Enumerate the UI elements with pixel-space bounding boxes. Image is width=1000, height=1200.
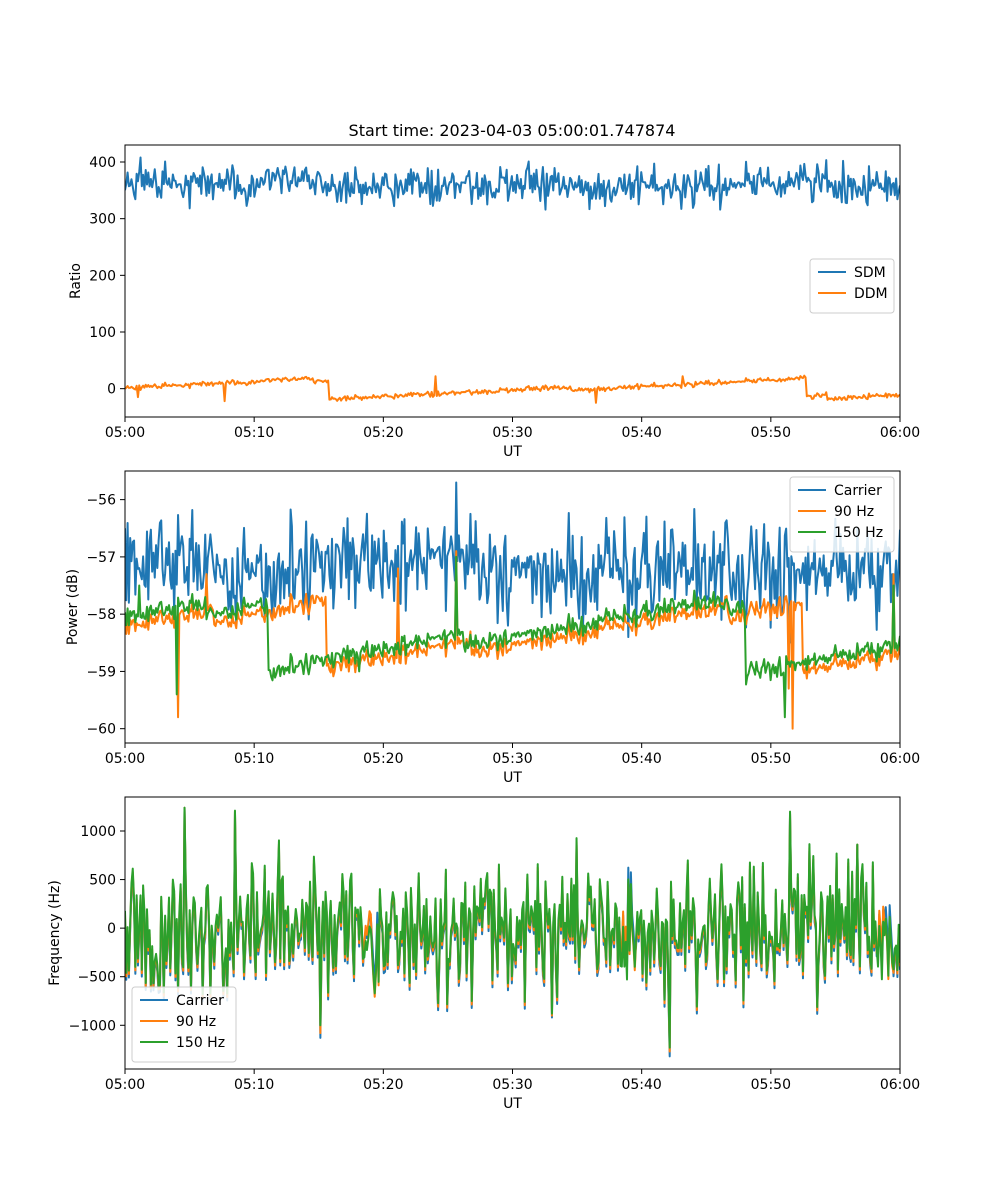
series-line-150-hz xyxy=(125,555,900,719)
y-tick-label: 1000 xyxy=(80,824,116,840)
y-axis-label: Power (dB) xyxy=(65,569,81,645)
legend-entry: Carrier xyxy=(834,483,882,499)
x-tick-label: 05:20 xyxy=(363,1077,403,1093)
x-axis-label: UT xyxy=(503,444,522,460)
x-tick-label: 05:40 xyxy=(621,425,661,441)
legend-entry: 90 Hz xyxy=(176,1014,216,1030)
x-tick-label: 05:30 xyxy=(492,1077,532,1093)
legend: Carrier 90 Hz 150 Hz xyxy=(131,986,237,1063)
x-tick-label: 05:40 xyxy=(621,1077,661,1093)
x-tick-label: 06:00 xyxy=(880,425,920,441)
series-line-90-hz xyxy=(125,550,900,730)
x-tick-label: 05:00 xyxy=(105,1077,145,1093)
y-tick-label: 0 xyxy=(107,921,116,937)
x-tick-label: 05:10 xyxy=(234,751,274,767)
y-tick-label: 100 xyxy=(89,325,116,341)
x-tick-label: 05:40 xyxy=(621,751,661,767)
x-tick-label: 05:00 xyxy=(105,751,145,767)
x-tick-label: 05:50 xyxy=(751,751,791,767)
legend: Carrier 90 Hz 150 Hz xyxy=(789,476,895,553)
legend-entry: 150 Hz xyxy=(834,525,883,541)
x-tick-label: 06:00 xyxy=(880,751,920,767)
chart-panel-3: 05:00 05:10 05:20 05:30 05:40 05:50 06:00 1000 5… xyxy=(47,796,920,1112)
series-line-sdm xyxy=(125,156,900,211)
x-tick-label: 05:30 xyxy=(492,751,532,767)
x-tick-label: 05:50 xyxy=(751,425,791,441)
legend-entry: SDM xyxy=(854,265,886,281)
x-axis-label: UT xyxy=(503,1096,522,1112)
figure-title: Start time: 2023-04-03 05:00:01.747874 xyxy=(349,121,676,140)
y-tick-label: 500 xyxy=(89,873,116,889)
legend: SDM DDM xyxy=(809,258,895,314)
legend-entry: Carrier xyxy=(176,993,224,1009)
y-tick-label: −500 xyxy=(78,970,116,986)
legend-entry: DDM xyxy=(854,286,888,302)
x-tick-label: 05:10 xyxy=(234,1077,274,1093)
x-tick-label: 06:00 xyxy=(880,1077,920,1093)
legend-box xyxy=(789,476,895,553)
x-tick-label: 05:50 xyxy=(751,1077,791,1093)
x-axis-label: UT xyxy=(503,770,522,786)
x-tick-label: 05:10 xyxy=(234,425,274,441)
series-line-150-hz xyxy=(125,806,900,1049)
y-tick-label: 300 xyxy=(89,212,116,228)
y-tick-label: −60 xyxy=(86,722,116,738)
x-tick-label: 05:30 xyxy=(492,425,532,441)
legend-box xyxy=(131,986,237,1063)
y-tick-label: −56 xyxy=(86,493,116,509)
y-tick-label: −58 xyxy=(86,607,116,623)
y-tick-label: 400 xyxy=(89,155,116,171)
chart-panel-1: 05:00 05:10 05:20 05:30 05:40 05:50 06:00 0 100 2… xyxy=(68,144,920,460)
series-line-ddm xyxy=(125,374,900,404)
y-tick-label: 0 xyxy=(107,382,116,398)
x-tick-label: 05:00 xyxy=(105,425,145,441)
y-tick-label: 200 xyxy=(89,268,116,284)
x-tick-label: 05:20 xyxy=(363,751,403,767)
y-axis-label: Ratio xyxy=(68,263,84,299)
y-tick-label: −1000 xyxy=(69,1018,116,1034)
y-axis-label: Frequency (Hz) xyxy=(47,880,63,986)
legend-entry: 150 Hz xyxy=(176,1035,225,1051)
y-tick-label: −59 xyxy=(86,664,116,680)
legend-entry: 90 Hz xyxy=(834,504,874,520)
y-tick-label: −57 xyxy=(86,550,116,566)
chart-panel-2: 05:00 05:10 05:20 05:30 05:40 05:50 06:00 −56 −5… xyxy=(65,470,920,786)
x-tick-label: 05:20 xyxy=(363,425,403,441)
